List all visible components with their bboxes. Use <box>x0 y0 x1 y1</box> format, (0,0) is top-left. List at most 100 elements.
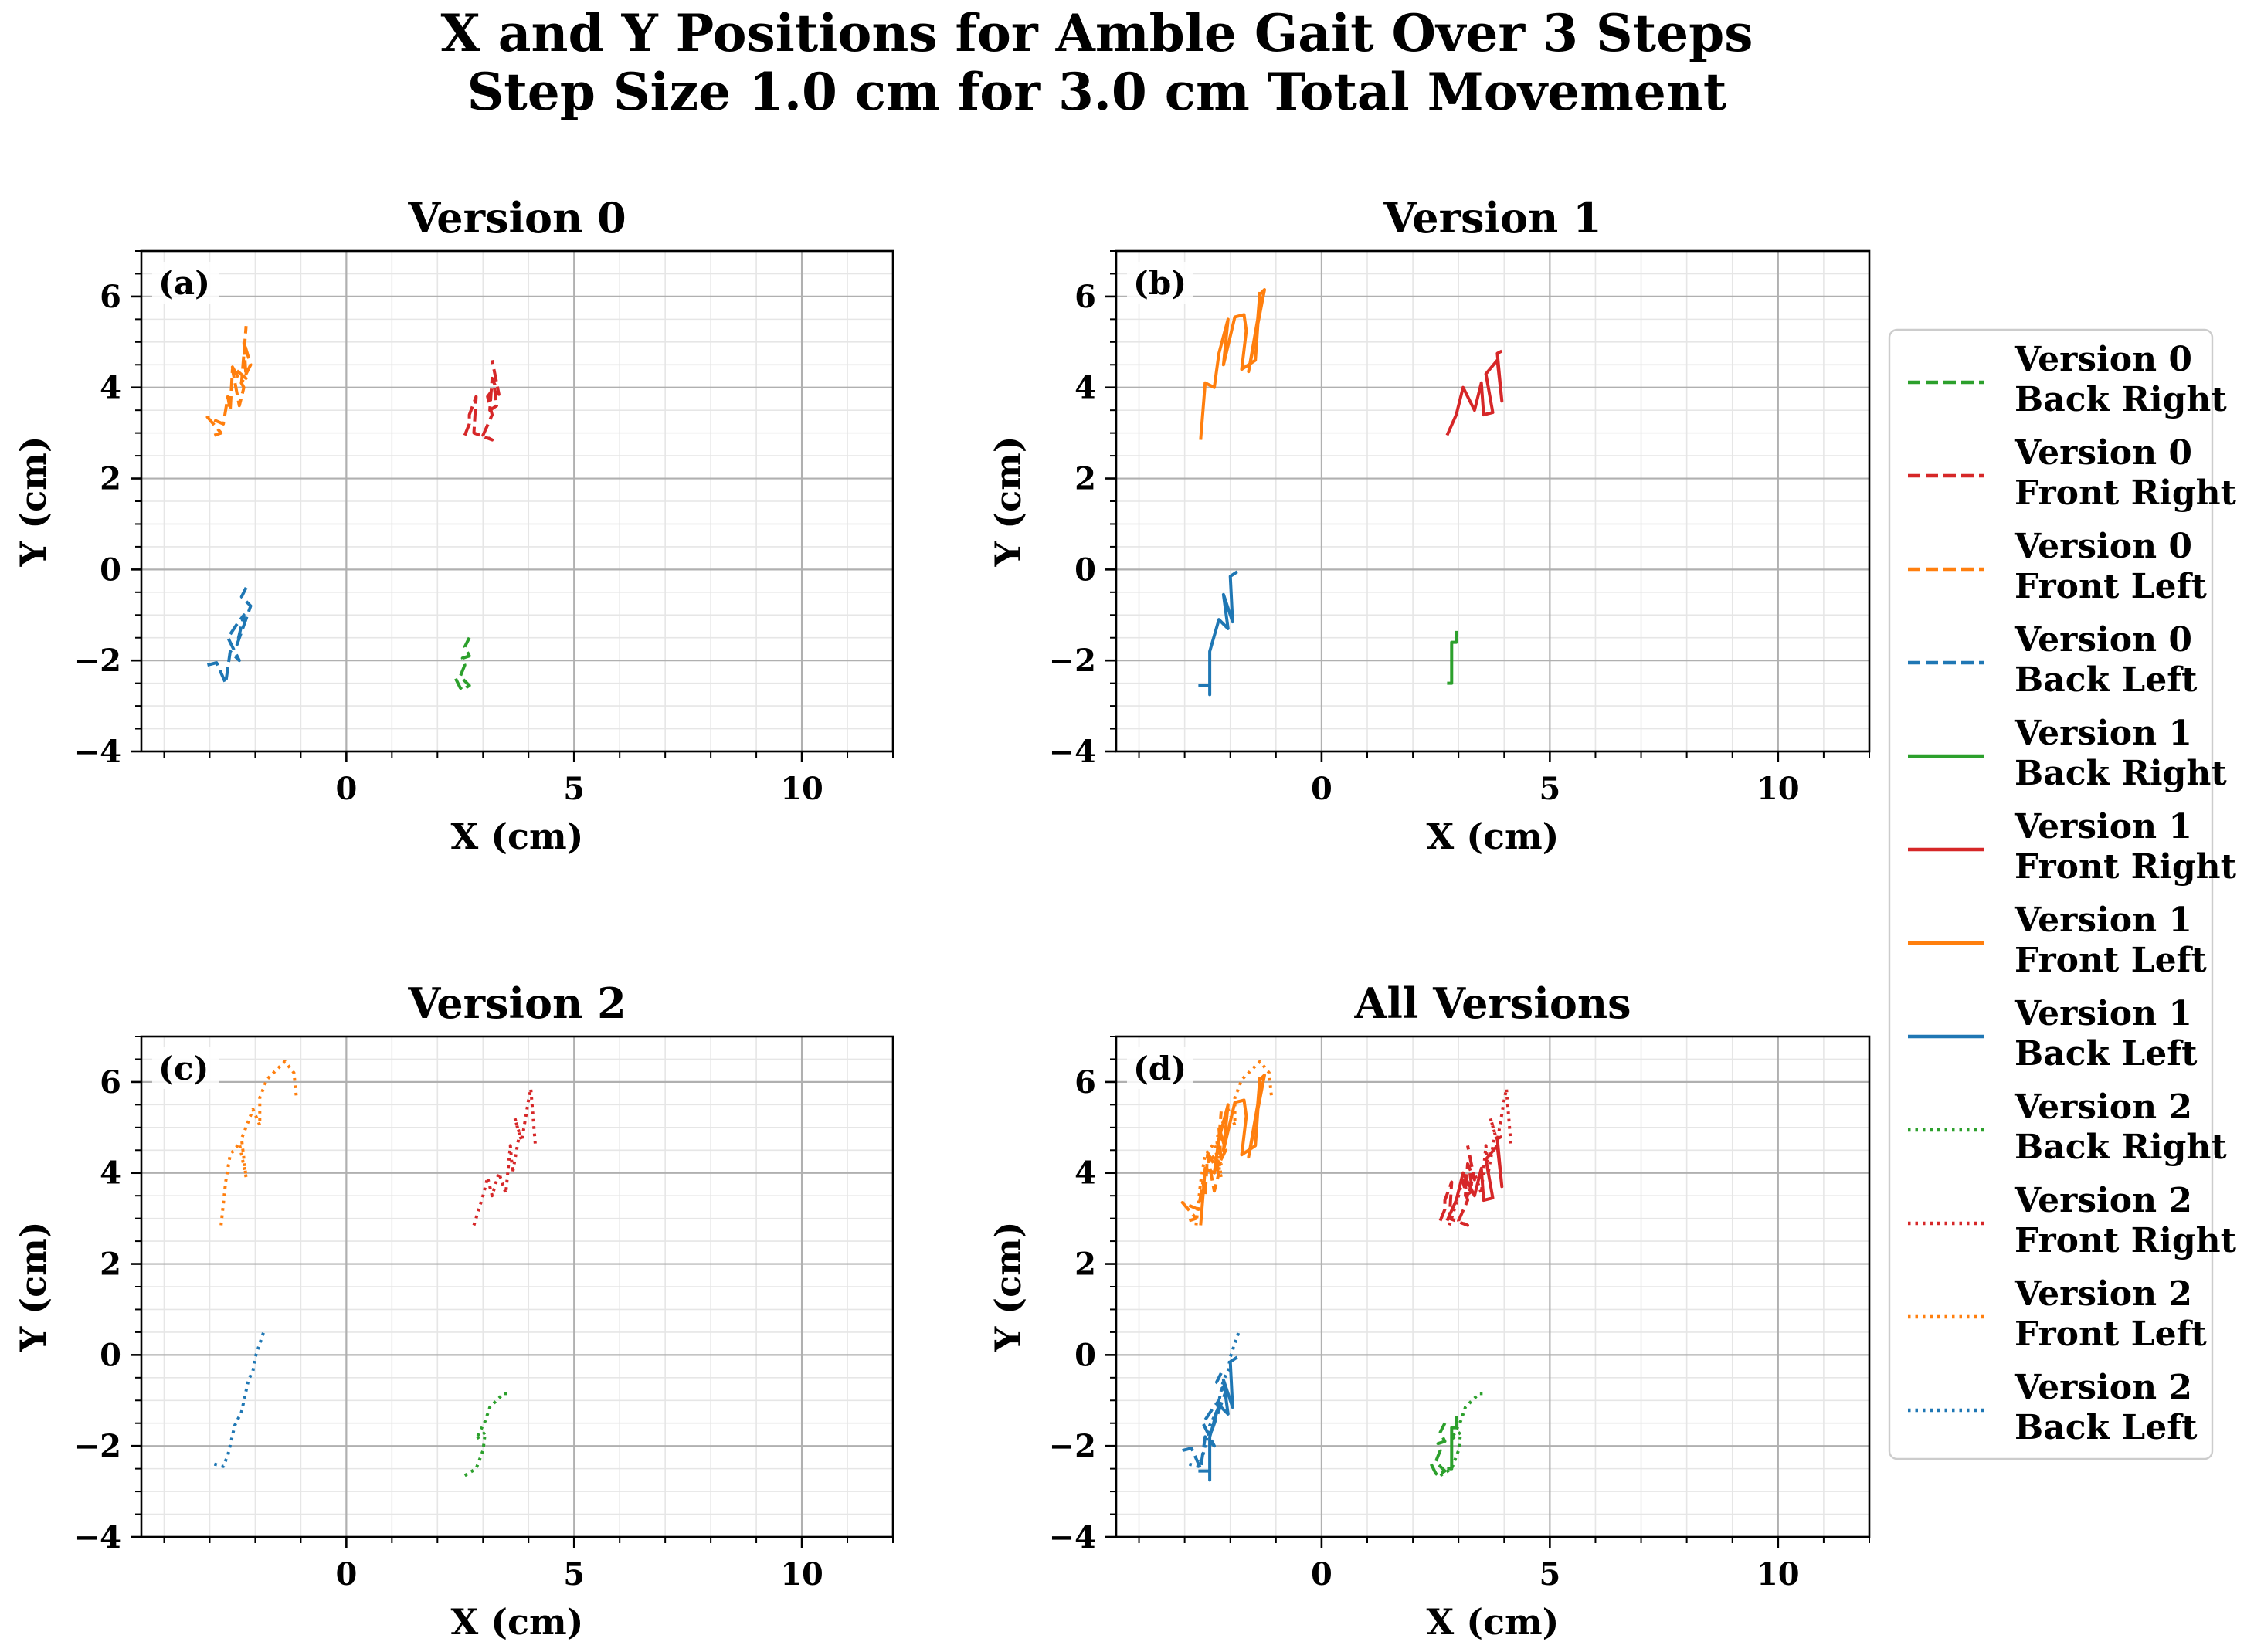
subplot-title: Version 2 <box>407 979 626 1028</box>
legend-version-label: Version 2 <box>2014 1368 2192 1407</box>
series-line <box>1445 349 1504 436</box>
x-axis-label: X (cm) <box>1427 1601 1560 1643</box>
series-line <box>1199 288 1266 440</box>
series-line <box>1199 1074 1266 1226</box>
panel-label: (d) <box>1133 1050 1186 1087</box>
series-line <box>219 1060 298 1226</box>
series-line <box>1438 1145 1476 1227</box>
panel-label-box <box>1127 262 1193 304</box>
series-line <box>1447 1416 1458 1471</box>
y-tick-label: 6 <box>1074 1064 1096 1101</box>
y-tick-label: 2 <box>100 1247 121 1283</box>
legend-leg-label: Back Left <box>2015 1034 2198 1074</box>
legend-version-label: Version 0 <box>2014 340 2192 379</box>
x-tick-label: 0 <box>1311 1556 1332 1593</box>
series-line <box>1198 570 1238 697</box>
x-axis-label: X (cm) <box>1427 816 1560 857</box>
series-line <box>1439 1392 1486 1477</box>
y-tick-label: −2 <box>1049 1428 1096 1464</box>
legend-version-label: Version 1 <box>2014 994 2192 1033</box>
x-tick-label: 10 <box>780 771 823 807</box>
series-line <box>205 326 253 437</box>
y-axis-label: Y (cm) <box>987 1221 1029 1352</box>
legend-leg-label: Front Right <box>2015 473 2237 513</box>
panel-label: (a) <box>158 264 210 302</box>
panel-label: (c) <box>158 1050 209 1087</box>
y-tick-label: −4 <box>74 734 121 770</box>
x-tick-label: 10 <box>1757 1556 1800 1593</box>
y-tick-label: 4 <box>1074 1155 1096 1192</box>
y-tick-label: −4 <box>74 1519 121 1555</box>
legend-leg-label: Front Left <box>2015 567 2207 606</box>
subplot-title: Version 0 <box>407 193 626 243</box>
legend-version-label: Version 2 <box>2014 1274 2192 1314</box>
panel-label-box <box>1127 1047 1193 1089</box>
panel-label: (b) <box>1133 264 1186 302</box>
subplot-1: 0 5 10 −4 −2 0 2 4 6 Version 0 X (cm) Y (cm) (a) <box>12 193 894 857</box>
legend-leg-label: Front Right <box>2015 1221 2237 1260</box>
series-line <box>463 1392 511 1477</box>
x-axis-label: X (cm) <box>451 1601 584 1643</box>
panel-label-box <box>152 262 219 304</box>
legend-leg-label: Back Right <box>2015 754 2227 793</box>
subplot-title: Version 1 <box>1383 193 1601 243</box>
series-line <box>463 360 501 442</box>
series-line <box>1448 1087 1513 1226</box>
y-tick-label: 0 <box>100 1337 121 1373</box>
legend-frame <box>1888 328 2214 1460</box>
y-tick-label: 2 <box>1074 1247 1096 1283</box>
y-tick-label: 6 <box>1074 279 1096 315</box>
y-tick-label: 4 <box>1074 370 1096 406</box>
x-tick-label: 10 <box>780 1556 823 1593</box>
legend-version-label: Version 2 <box>2014 1087 2192 1127</box>
x-axis-label: X (cm) <box>451 816 584 857</box>
y-tick-label: −4 <box>1049 1519 1096 1555</box>
y-tick-label: 2 <box>100 461 121 497</box>
y-tick-label: −2 <box>74 1428 121 1464</box>
legend-leg-label: Back Left <box>2015 660 2198 700</box>
legend-version-label: Version 1 <box>2014 807 2192 846</box>
legend-version-label: Version 0 <box>2014 527 2192 566</box>
y-tick-label: −2 <box>1049 643 1096 679</box>
legend-version-label: Version 1 <box>2014 901 2192 940</box>
series-line <box>1445 1135 1504 1222</box>
x-tick-label: 5 <box>563 1556 585 1593</box>
y-axis-label: Y (cm) <box>987 436 1029 567</box>
legend-leg-label: Back Left <box>2015 1408 2198 1447</box>
panel-label-box <box>152 1047 219 1089</box>
y-tick-label: 4 <box>100 370 121 406</box>
legend-leg-label: Back Right <box>2015 380 2227 419</box>
series-line <box>1198 1355 1238 1482</box>
subplot-grid: 0 5 10 −4 −2 0 2 4 6 Version 0 X (cm) Y (cm) (a) 0 5 10… <box>12 193 1871 1643</box>
series-line <box>1189 1329 1241 1468</box>
y-tick-label: −2 <box>74 643 121 679</box>
subplot-2: 0 5 10 −4 −2 0 2 4 6 Version 1 X (cm) Y (cm) (b) <box>987 193 1871 857</box>
legend-leg-label: Back Right <box>2015 1128 2227 1167</box>
subplot-4: 0 5 10 −4 −2 0 2 4 6 All Versions X (cm) Y (cm) (d) <box>987 979 1871 1643</box>
series-line <box>207 587 253 685</box>
series-line <box>472 1087 538 1226</box>
x-tick-label: 5 <box>1539 1556 1560 1593</box>
x-tick-label: 0 <box>335 771 357 807</box>
figure-title-line1: X and Y Positions for Amble Gait Over 3 … <box>441 3 1753 63</box>
series-line <box>1194 1060 1273 1226</box>
legend-leg-label: Front Left <box>2015 1314 2207 1354</box>
figure-title-line2: Step Size 1.0 cm for 3.0 cm Total Moveme… <box>467 62 1727 122</box>
legend-version-label: Version 1 <box>2014 714 2192 753</box>
legend-version-label: Version 0 <box>2014 433 2192 473</box>
y-tick-label: 6 <box>100 1064 121 1101</box>
y-axis-label: Y (cm) <box>12 436 54 567</box>
x-tick-label: 10 <box>1757 771 1800 807</box>
y-tick-label: −4 <box>1049 734 1096 770</box>
